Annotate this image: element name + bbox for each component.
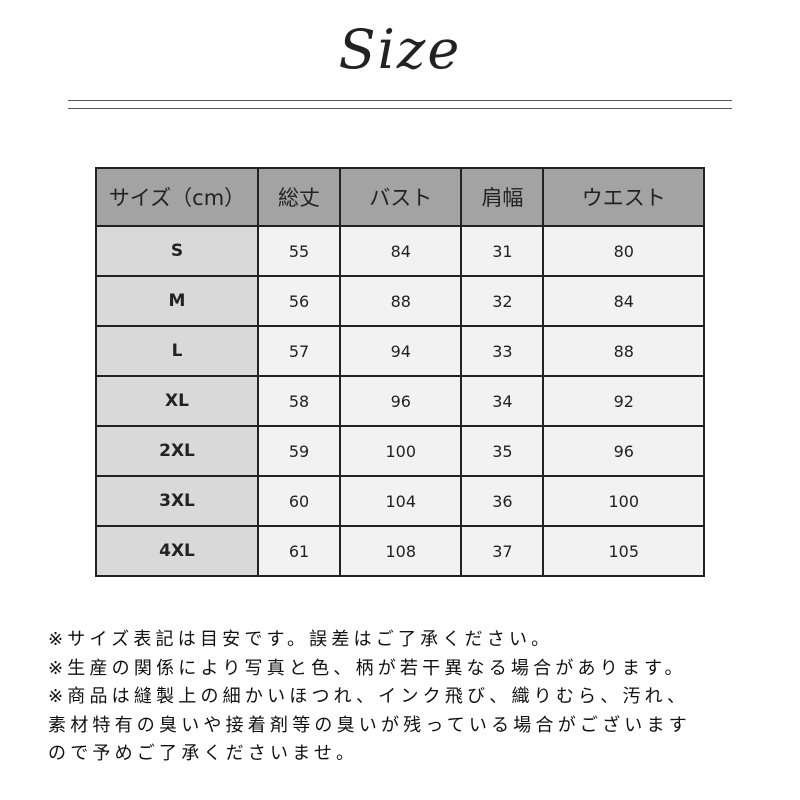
measurement-cell: 59 <box>256 425 342 477</box>
measurement-cell: 105 <box>542 525 705 577</box>
column-header: 肩幅 <box>460 167 545 227</box>
measurement-cell: 108 <box>339 525 463 577</box>
divider <box>68 108 732 109</box>
notes: ※サイズ表記は目安です。誤差はご了承ください。 ※生産の関係により写真と色、柄が若… <box>48 626 691 769</box>
size-label: XL <box>95 375 259 427</box>
note-line: 素材特有の臭いや接着剤等の臭いが残っている場合がございます <box>48 714 691 736</box>
table-header-row: サイズ（cm） 総丈 バスト 肩幅 ウエスト <box>95 167 705 227</box>
note-line: ※商品は縫製上の細かいほつれ、インク飛び、織りむら、汚れ、 <box>48 686 690 707</box>
table-row: 2XL 59 100 35 96 <box>95 425 705 477</box>
column-header: バスト <box>339 167 463 227</box>
measurement-cell: 96 <box>542 425 705 477</box>
page-title: Size <box>338 18 462 81</box>
measurement-cell: 92 <box>542 375 705 427</box>
size-label: M <box>95 275 259 327</box>
table-row: 3XL 60 104 36 100 <box>95 475 705 527</box>
measurement-cell: 96 <box>339 375 463 427</box>
size-label: 4XL <box>95 525 259 577</box>
measurement-cell: 58 <box>256 375 342 427</box>
size-label: 2XL <box>95 425 259 477</box>
table-row: L 57 94 33 88 <box>95 325 705 377</box>
size-label: S <box>95 225 259 277</box>
divider <box>68 100 732 101</box>
measurement-cell: 31 <box>460 225 545 277</box>
measurement-cell: 104 <box>339 475 463 527</box>
measurement-cell: 88 <box>542 325 705 377</box>
measurement-cell: 80 <box>542 225 705 277</box>
note-line: ※サイズ表記は目安です。誤差はご了承ください。 <box>48 629 554 650</box>
measurement-cell: 60 <box>256 475 342 527</box>
size-table: サイズ（cm） 総丈 バスト 肩幅 ウエスト S 55 84 31 80 M 56 88 32 84 L 57… <box>95 167 705 577</box>
measurement-cell: 35 <box>460 425 545 477</box>
size-label: 3XL <box>95 475 259 527</box>
note-line: ※生産の関係により写真と色、柄が若干異なる場合があります。 <box>48 657 687 679</box>
measurement-cell: 84 <box>339 225 463 277</box>
table-row: 4XL 61 108 37 105 <box>95 525 705 577</box>
measurement-cell: 100 <box>339 425 463 477</box>
measurement-cell: 88 <box>339 275 463 327</box>
column-header: サイズ（cm） <box>95 167 259 227</box>
measurement-cell: 37 <box>460 525 545 577</box>
size-label: L <box>95 325 259 377</box>
table-row: XL 58 96 34 92 <box>95 375 705 427</box>
measurement-cell: 36 <box>460 475 545 527</box>
measurement-cell: 84 <box>542 275 705 327</box>
column-header: 総丈 <box>256 167 342 227</box>
note-line: ので予めご了承くださいませ。 <box>48 743 359 764</box>
table-row: S 55 84 31 80 <box>95 225 705 277</box>
measurement-cell: 94 <box>339 325 463 377</box>
measurement-cell: 55 <box>256 225 342 277</box>
measurement-cell: 33 <box>460 325 545 377</box>
measurement-cell: 32 <box>460 275 545 327</box>
measurement-cell: 56 <box>256 275 342 327</box>
measurement-cell: 100 <box>542 475 705 527</box>
measurement-cell: 61 <box>256 525 342 577</box>
measurement-cell: 57 <box>256 325 342 377</box>
column-header: ウエスト <box>542 167 705 227</box>
table-row: M 56 88 32 84 <box>95 275 705 327</box>
measurement-cell: 34 <box>460 375 545 427</box>
